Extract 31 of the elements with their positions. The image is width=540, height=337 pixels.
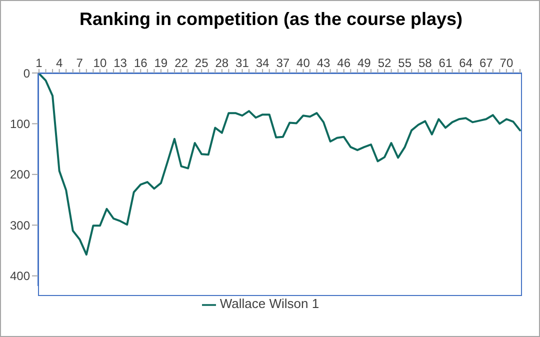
x-tick-label: 55 xyxy=(398,56,412,70)
y-tick-label: 400 xyxy=(10,269,30,284)
y-tick-label: 300 xyxy=(10,218,30,232)
y-tick-label: 200 xyxy=(10,168,30,182)
x-tick-label: 10 xyxy=(93,56,107,70)
x-tick-label: 64 xyxy=(459,56,473,70)
x-tick-label: 16 xyxy=(134,56,148,70)
x-tick-label: 4 xyxy=(56,56,63,70)
legend-label: Wallace Wilson 1 xyxy=(220,296,320,311)
chart-title: Ranking in competition (as the course plays) xyxy=(78,9,464,30)
x-tick-label: 31 xyxy=(236,56,250,70)
x-tick-label: 7 xyxy=(76,56,84,70)
x-tick-label: 70 xyxy=(500,56,514,70)
x-tick-label: 28 xyxy=(215,56,229,70)
x-tick-label: 61 xyxy=(438,56,452,70)
x-tick-label: 37 xyxy=(276,56,290,70)
x-tick-label: 58 xyxy=(418,56,432,70)
x-tick-label: 52 xyxy=(378,56,392,70)
x-tick-label: 22 xyxy=(174,56,188,70)
x-tick-label: 25 xyxy=(194,56,209,70)
y-tick-label: 100 xyxy=(10,116,30,131)
x-tick-label: 19 xyxy=(154,56,168,70)
x-tick-label: 34 xyxy=(256,56,270,70)
y-tick-label: 0 xyxy=(23,66,30,80)
x-tick-label: 43 xyxy=(316,56,331,70)
x-tick-label: 67 xyxy=(479,56,494,70)
x-tick-label: 13 xyxy=(114,56,128,70)
x-tick-label: 40 xyxy=(296,56,310,70)
x-tick-label: 1 xyxy=(36,56,43,70)
x-tick-label: 49 xyxy=(358,56,372,70)
x-tick-label: 46 xyxy=(337,56,351,70)
